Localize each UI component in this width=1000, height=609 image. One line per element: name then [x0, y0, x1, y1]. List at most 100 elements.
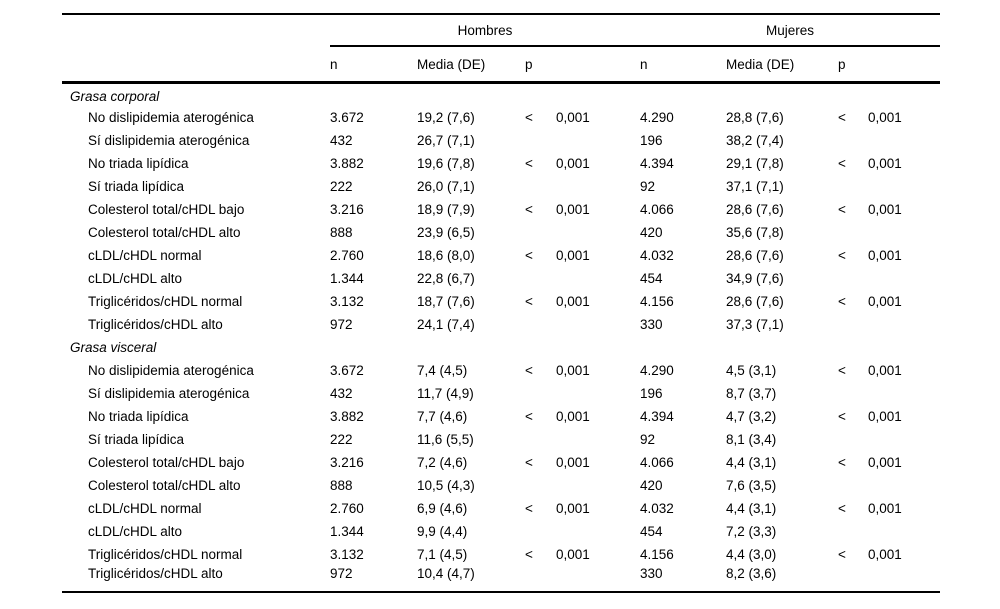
- hombres-p-sign: <: [525, 247, 533, 263]
- mujeres-p-value: 0,001: [868, 500, 902, 516]
- hombres-n-value: 2.760: [330, 500, 364, 516]
- row-label: No dislipidemia aterogénica: [88, 109, 254, 125]
- corner-cell: [62, 46, 330, 84]
- mujeres-media-value: 4,4 (3,1): [726, 500, 777, 516]
- col-header-media-mujeres: Media (DE): [726, 46, 837, 84]
- mujeres-p-value: 0,001: [868, 454, 902, 470]
- hombres-n-value: 3.672: [330, 109, 364, 125]
- table-row: Triglicéridos/cHDL alto 972 24,1 (7,4) 330 3…: [62, 313, 940, 336]
- hombres-n-value: 432: [330, 132, 353, 148]
- mujeres-p-sign: <: [838, 247, 846, 263]
- hombres-p-value: [556, 175, 640, 198]
- hombres-p-sign: [523, 175, 556, 198]
- hombres-p-value: [556, 382, 640, 405]
- hombres-media-value: 23,9 (6,5): [417, 224, 475, 240]
- mujeres-p-sign: <: [838, 546, 846, 562]
- col-header-p-hombres: p: [523, 46, 641, 84]
- hombres-p-sign: [523, 382, 556, 405]
- mujeres-p-sign: <: [838, 454, 846, 470]
- hombres-p-sign: [523, 428, 556, 451]
- hombres-p-value: 0,001: [556, 454, 590, 470]
- hombres-p-value: [556, 221, 640, 244]
- hombres-n-value: 432: [330, 385, 353, 401]
- hombres-p-sign: [523, 474, 556, 497]
- mujeres-n-value: 4.290: [640, 109, 674, 125]
- mujeres-n-value: 4.156: [640, 546, 674, 562]
- row-label: Sí triada lipídica: [88, 178, 185, 194]
- table-row: Triglicéridos/cHDL normal 3.132 18,7 (7,6)…: [62, 290, 940, 313]
- hombres-p-value: 0,001: [556, 247, 590, 263]
- mujeres-p-value: [868, 520, 940, 543]
- row-label: Sí dislipidemia aterogénica: [88, 132, 250, 148]
- mujeres-n-value: 92: [640, 178, 656, 194]
- table-row: Sí dislipidemia aterogénica 432 11,7 (4,9)…: [62, 382, 940, 405]
- mujeres-p-value: [868, 474, 940, 497]
- hombres-media-value: 10,5 (4,3): [417, 477, 475, 493]
- table-row: Sí triada lipídica 222 26,0 (7,1) 92 37,1 (7…: [62, 175, 940, 198]
- hombres-media-value: 10,4 (4,7): [417, 565, 475, 581]
- hombres-p-value: [556, 474, 640, 497]
- mujeres-media-value: 28,6 (7,6): [726, 247, 784, 263]
- row-label: Triglicéridos/cHDL normal: [88, 546, 243, 562]
- mujeres-p-sign: [836, 267, 868, 290]
- hombres-media-value: 26,7 (7,1): [417, 132, 475, 148]
- mujeres-n-value: 330: [640, 316, 663, 332]
- mujeres-p-value: 0,001: [868, 546, 902, 562]
- mujeres-p-value: [868, 175, 940, 198]
- mujeres-n-value: 196: [640, 385, 663, 401]
- mujeres-media-value: 28,8 (7,6): [726, 109, 784, 125]
- hombres-n-value: 3.132: [330, 293, 364, 309]
- mujeres-n-value: 454: [640, 270, 663, 286]
- row-label: No triada lipídica: [88, 408, 189, 424]
- row-label: Triglicéridos/cHDL alto: [88, 316, 223, 332]
- table-row: No dislipidemia aterogénica 3.672 7,4 (4,5…: [62, 359, 940, 382]
- hombres-p-value: [556, 520, 640, 543]
- hombres-p-value: 0,001: [556, 201, 590, 217]
- mujeres-n-value: 92: [640, 431, 656, 447]
- mujeres-p-sign: <: [838, 293, 846, 309]
- hombres-n-value: 3.672: [330, 362, 364, 378]
- row-label: No triada lipídica: [88, 155, 189, 171]
- group-header-hombres: Hombres: [330, 14, 641, 47]
- mujeres-media-value: 29,1 (7,8): [726, 155, 784, 171]
- mujeres-n-value: 4.032: [640, 500, 674, 516]
- hombres-p-sign: <: [525, 201, 533, 217]
- hombres-n-value: 888: [330, 477, 353, 493]
- mujeres-p-value: [868, 267, 940, 290]
- hombres-p-value: [556, 313, 640, 336]
- hombres-p-value: 0,001: [556, 109, 590, 125]
- hombres-p-value: [556, 129, 640, 152]
- hombres-media-value: 11,7 (4,9): [417, 385, 474, 401]
- mujeres-media-value: 8,1 (3,4): [726, 431, 777, 447]
- hombres-p-sign: <: [525, 109, 533, 125]
- hombres-p-sign: [523, 129, 556, 152]
- hombres-p-sign: [523, 566, 556, 592]
- table-row: cLDL/cHDL normal 2.760 6,9 (4,6) <0,001 4.03…: [62, 497, 940, 520]
- mujeres-p-value: [868, 129, 940, 152]
- hombres-n-value: 3.216: [330, 201, 364, 217]
- mujeres-p-value: 0,001: [868, 247, 902, 263]
- hombres-media-value: 11,6 (5,5): [417, 431, 474, 447]
- mujeres-p-sign: [836, 221, 868, 244]
- hombres-p-sign: <: [525, 408, 533, 424]
- mujeres-media-value: 38,2 (7,4): [726, 132, 784, 148]
- table-row: Colesterol total/cHDL alto 888 10,5 (4,3) 4…: [62, 474, 940, 497]
- hombres-n-value: 3.882: [330, 408, 364, 424]
- hombres-n-value: 222: [330, 431, 353, 447]
- hombres-p-sign: [523, 313, 556, 336]
- group-header-mujeres: Mujeres: [640, 14, 941, 47]
- hombres-media-value: 18,9 (7,9): [417, 201, 475, 217]
- section-row: Grasa visceral: [62, 336, 940, 359]
- col-header-media-hombres: Media (DE): [417, 46, 523, 84]
- mujeres-n-value: 4.066: [640, 201, 674, 217]
- row-label: Triglicéridos/cHDL alto: [88, 565, 223, 581]
- mujeres-n-value: 4.156: [640, 293, 674, 309]
- mujeres-p-value: [868, 382, 940, 405]
- hombres-media-value: 6,9 (4,6): [417, 500, 468, 516]
- row-label: cLDL/cHDL alto: [88, 270, 183, 286]
- table-row: No triada lipídica 3.882 7,7 (4,6) <0,001 4.…: [62, 405, 940, 428]
- hombres-media-value: 7,7 (4,6): [417, 408, 468, 424]
- group-header-row: Hombres Mujeres: [62, 14, 941, 47]
- hombres-media-value: 18,7 (7,6): [417, 293, 475, 309]
- hombres-n-value: 888: [330, 224, 353, 240]
